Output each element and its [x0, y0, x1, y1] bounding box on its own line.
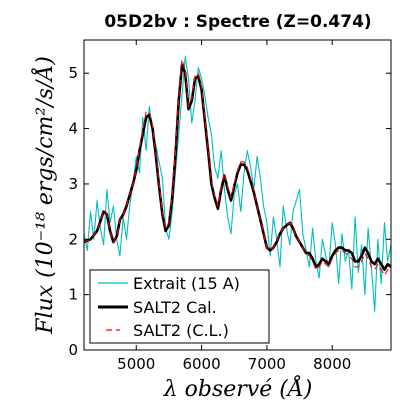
legend-label-salt2-cal: SALT2 Cal.	[133, 298, 217, 317]
legend: Extrait (15 A) SALT2 Cal. SALT2 (C.L.)	[89, 269, 270, 344]
series-line-salt2-cal	[84, 63, 391, 271]
x-tick-label: 7000	[248, 355, 286, 373]
y-tick-label: 5	[68, 64, 78, 82]
x-tick-label: 5000	[117, 355, 155, 373]
x-axis-label: λ observé (Å)	[163, 374, 313, 400]
y-tick-label: 0	[68, 341, 78, 359]
plot-frame	[83, 39, 392, 351]
series-line-salt2-c-l	[84, 58, 391, 276]
x-tick-label: 8000	[313, 355, 351, 373]
legend-label-salt2-cl: SALT2 (C.L.)	[133, 321, 229, 340]
legend-label-extrait: Extrait (15 A)	[133, 274, 240, 293]
y-tick-label: 3	[68, 175, 78, 193]
y-axis-label: Flux (10⁻¹⁸ ergs/cm²/s/Å)	[30, 56, 58, 335]
y-tick-label: 2	[68, 230, 78, 248]
x-tick-label: 6000	[182, 355, 220, 373]
series-layer	[84, 56, 391, 312]
y-axis: 0 1 2 3 4 5	[68, 64, 391, 359]
y-tick-label: 1	[68, 286, 78, 304]
chart-title: 05D2bv : Spectre (Z=0.474)	[104, 12, 371, 32]
x-axis: 5000 6000 7000 8000	[117, 40, 351, 373]
y-tick-label: 4	[68, 120, 78, 138]
series-line-extrait-15-a	[84, 56, 391, 312]
